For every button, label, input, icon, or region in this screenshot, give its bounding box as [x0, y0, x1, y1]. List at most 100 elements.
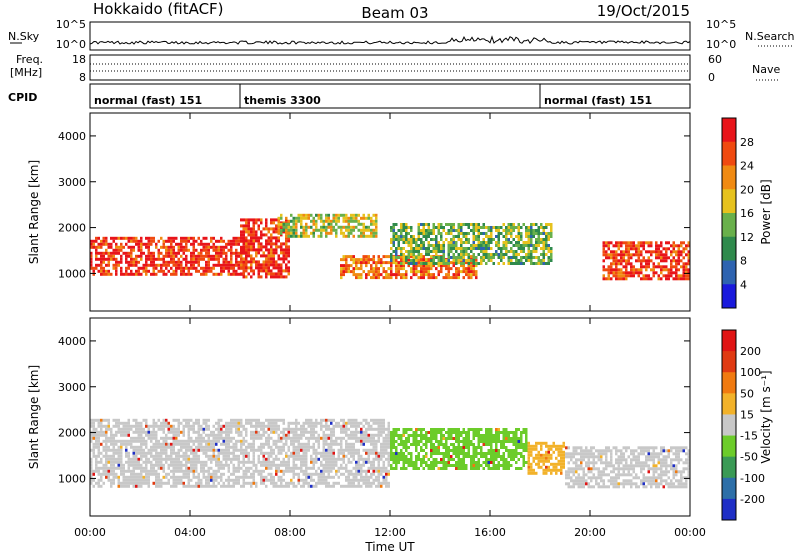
scatter-cell [392, 244, 395, 247]
scatter-cell [360, 258, 363, 262]
scatter-cell [197, 460, 200, 464]
scatter-cell [462, 270, 465, 274]
scatter-cell [485, 443, 488, 446]
scatter-cell [140, 427, 143, 431]
scatter-cell [495, 241, 498, 244]
scatter-cell [155, 242, 158, 246]
scatter-cell [385, 472, 388, 476]
scatter-cell [245, 472, 248, 476]
scatter-cell [452, 431, 455, 434]
scatter-cell [485, 232, 488, 235]
scatter-cell [370, 267, 373, 271]
scatter-cell [190, 418, 193, 422]
scatter-cell [125, 475, 128, 479]
scatter-cell [417, 455, 420, 458]
scatter-cell [445, 238, 448, 241]
scatter-cell [627, 259, 630, 263]
scatter-cell [462, 256, 465, 259]
scatter-cell [352, 481, 355, 485]
scatter-cell [647, 277, 650, 281]
scatter-cell [422, 258, 425, 262]
scatter-cell [137, 481, 140, 485]
scatter-cell [480, 446, 483, 449]
scatter-cell [472, 270, 475, 274]
scatter-cell [317, 472, 320, 476]
scatter-cell [245, 448, 248, 452]
scatter-cell [140, 478, 143, 482]
scatter-cell [372, 276, 375, 280]
scatter-cell [550, 253, 553, 256]
scatter-cell [230, 421, 233, 425]
scatter-cell [475, 238, 478, 241]
scatter-cell [135, 427, 138, 431]
scatter-cell [380, 445, 383, 449]
scatter-cell [430, 276, 433, 280]
scatter-cell [410, 267, 413, 271]
scatter-cell [92, 424, 95, 428]
scatter-cell [435, 452, 438, 455]
scatter-cell [500, 446, 503, 449]
scatter-cell [175, 427, 178, 431]
scatter-cell [120, 451, 123, 455]
scatter-cell [295, 228, 298, 232]
scatter-cell [265, 269, 268, 273]
scatter-cell [360, 457, 363, 461]
scatter-cell [97, 451, 100, 455]
scatter-cell [220, 433, 223, 437]
scatter-cell [447, 431, 450, 434]
scatter-cell [370, 427, 373, 431]
scatter-cell [170, 266, 173, 270]
scatter-cell [545, 244, 548, 247]
scatter-cell [485, 247, 488, 250]
scatter-cell [505, 238, 508, 241]
scatter-cell [532, 247, 535, 250]
scatter-cell [372, 478, 375, 482]
scatter-cell [100, 418, 103, 422]
scatter-cell [145, 421, 148, 425]
scatter-cell [457, 226, 460, 229]
scatter-cell [215, 421, 218, 425]
scatter-cell [180, 239, 183, 243]
scatter-cell [215, 427, 218, 431]
scatter-cell [612, 271, 615, 275]
scatter-cell [112, 463, 115, 467]
scatter-cell [305, 213, 308, 217]
scatter-cell [105, 239, 108, 243]
scatter-cell [532, 229, 535, 232]
scatter-cell [172, 466, 175, 470]
scatter-cell [267, 263, 270, 267]
scatter-cell [95, 430, 98, 434]
scatter-cell [375, 222, 378, 226]
scatter-cell [235, 478, 238, 482]
scatter-cell [275, 272, 278, 276]
scatter-cell [645, 262, 648, 266]
scatter-cell [327, 433, 330, 437]
scatter-cell [287, 481, 290, 485]
scatter-cell [292, 442, 295, 446]
scatter-cell [387, 442, 390, 446]
scatter-cell [335, 472, 338, 476]
scatter-cell [135, 481, 138, 485]
scatter-cell [382, 276, 385, 280]
scatter-cell [142, 430, 145, 434]
scatter-cell [107, 472, 110, 476]
scatter-cell [427, 458, 430, 461]
scatter-cell [427, 467, 430, 470]
power-ylabel: Slant Range [km] [27, 160, 41, 264]
scatter-cell [305, 451, 308, 455]
scatter-cell [107, 460, 110, 464]
scatter-cell [230, 260, 233, 264]
scatter-cell [145, 457, 148, 461]
scatter-cell [190, 469, 193, 473]
scatter-cell [535, 232, 538, 235]
scatter-cell [240, 257, 243, 261]
scatter-cell [260, 424, 263, 428]
scatter-cell [507, 467, 510, 470]
scatter-cell [332, 442, 335, 446]
scatter-cell [327, 484, 330, 488]
scatter-cell [350, 460, 353, 464]
scatter-cell [637, 259, 640, 263]
scatter-cell [450, 229, 453, 232]
scatter-cell [285, 245, 288, 249]
scatter-cell [352, 258, 355, 262]
